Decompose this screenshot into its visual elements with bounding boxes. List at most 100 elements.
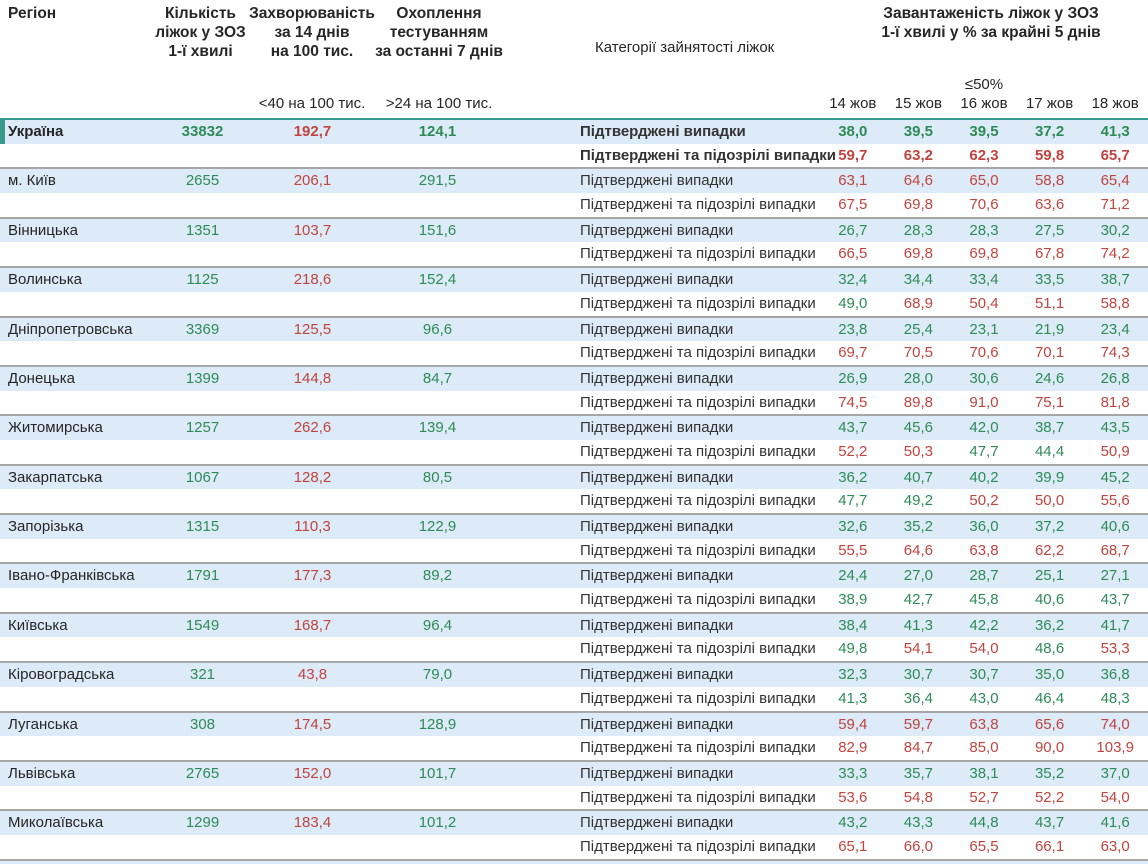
incidence-value: 183,4 xyxy=(293,814,332,832)
region-block: Донецька 1399 144,8 84,7 Підтверджені випадк… xyxy=(0,364,1148,415)
occupancy-value: 33,4 xyxy=(969,271,999,289)
occupancy-value: 36,2 xyxy=(838,468,868,486)
region-name: м. Київ xyxy=(8,172,56,190)
spacer xyxy=(505,489,580,513)
region-block: м. Київ 2655 206,1 291,5 Підтверджені випадк… xyxy=(0,167,1148,216)
occupancy-value: 30,7 xyxy=(903,666,933,684)
category-label: Підтверджені випадки xyxy=(580,814,734,832)
occupancy-value: 36,2 xyxy=(1034,616,1065,634)
category-label: Підтверджені випадки xyxy=(580,419,734,437)
region-name: Житомирська xyxy=(8,419,103,437)
col-header-load-line1: Завантаженість ліжок у ЗОЗ xyxy=(883,5,1099,22)
occupancy-value: 47,7 xyxy=(838,492,868,510)
col-header-region: Регіон xyxy=(8,5,57,22)
occupancy-value: 50,3 xyxy=(903,442,933,460)
spacer xyxy=(505,762,580,786)
incidence-value xyxy=(255,489,370,513)
testing-value xyxy=(370,193,505,217)
spacer xyxy=(505,318,580,342)
occupancy-value: 66,5 xyxy=(838,245,868,263)
incidence-value: 206,1 xyxy=(293,172,332,190)
table-row: Підтверджені та підозрілі випадки 49,0 68,… xyxy=(0,292,1148,316)
spacer xyxy=(505,539,580,563)
region-name xyxy=(0,144,150,168)
spacer xyxy=(505,120,580,144)
beds-value: 2765 xyxy=(185,764,220,782)
occupancy-value: 35,2 xyxy=(903,518,933,535)
incidence-value xyxy=(255,736,370,760)
occupancy-value: 30,2 xyxy=(1100,221,1130,239)
occupancy-value: 28,3 xyxy=(969,221,999,239)
occupancy-value: 27,0 xyxy=(903,567,933,585)
occupancy-value: 27,5 xyxy=(1034,221,1065,239)
category-label: Підтверджені та підозрілі випадки xyxy=(580,245,816,263)
category-label: Підтверджені та підозрілі випадки xyxy=(580,294,816,312)
occupancy-value: 43,0 xyxy=(969,689,999,707)
date-label: 17 жов xyxy=(1025,95,1074,112)
col-header-incidence-line2: за 14 днів xyxy=(274,24,350,41)
occupancy-value: 23,4 xyxy=(1100,320,1130,338)
category-label: Підтверджені та підозрілі випадки xyxy=(580,442,816,460)
spacer xyxy=(505,588,580,612)
testing-value xyxy=(370,786,505,810)
beds-value xyxy=(150,144,255,168)
testing-value: 101,7 xyxy=(418,764,457,782)
beds-value: 2655 xyxy=(185,172,220,190)
occupancy-value: 91,0 xyxy=(969,393,999,411)
incidence-value: 103,7 xyxy=(293,221,332,239)
col-header-testing-line2: тестуванням xyxy=(389,24,489,41)
testing-value xyxy=(370,242,505,266)
occupancy-value: 45,2 xyxy=(1100,468,1130,486)
category-label: Підтверджені випадки xyxy=(580,320,734,338)
incidence-value xyxy=(255,588,370,612)
beds-value xyxy=(150,440,255,464)
col-header-beds-line1: Кількість xyxy=(165,5,236,22)
occupancy-value: 49,8 xyxy=(838,640,868,658)
occupancy-value: 40,7 xyxy=(903,468,933,486)
occupancy-value: 53,6 xyxy=(838,788,868,806)
region-block: Київська 1549 168,7 96,4 Підтверджені випадк… xyxy=(0,611,1148,661)
beds-value: 1067 xyxy=(185,468,220,486)
col-header-testing-line3: за останні 7 днів xyxy=(375,43,503,60)
occupancy-value: 63,8 xyxy=(969,541,999,559)
incidence-value: 152,0 xyxy=(293,764,332,782)
region-block: Волинська 1125 218,6 152,4 Підтверджені випа… xyxy=(0,266,1148,315)
table-row: Підтверджені та підозрілі випадки 74,5 89,… xyxy=(0,391,1148,415)
region-name xyxy=(0,835,150,859)
occupancy-value: 65,0 xyxy=(969,172,999,190)
incidence-value xyxy=(255,341,370,365)
testing-value xyxy=(370,637,505,661)
spacer xyxy=(505,736,580,760)
incidence-value: 110,3 xyxy=(294,518,331,535)
occupancy-value: 35,7 xyxy=(903,764,933,782)
occupancy-value: 44,8 xyxy=(969,814,999,832)
category-label: Підтверджені та підозрілі випадки xyxy=(580,344,816,362)
region-name: Миколаївська xyxy=(8,814,104,832)
region-block: Івано-Франківська 1791 177,3 89,2 Підтвердже… xyxy=(0,562,1148,611)
occupancy-value: 42,7 xyxy=(903,591,933,609)
occupancy-value: 39,5 xyxy=(969,123,999,140)
occupancy-value: 84,7 xyxy=(903,739,933,757)
incidence-value: 262,6 xyxy=(293,419,332,437)
occupancy-value: 64,6 xyxy=(903,541,933,559)
beds-value xyxy=(150,391,255,415)
testing-value xyxy=(370,292,505,316)
occupancy-value: 55,5 xyxy=(838,541,868,559)
occupancy-value: 63,8 xyxy=(969,715,999,733)
region-name xyxy=(0,440,150,464)
testing-value xyxy=(370,144,505,168)
table-row: Підтверджені та підозрілі випадки 47,7 49,… xyxy=(0,489,1148,513)
occupancy-value: 65,4 xyxy=(1100,172,1130,190)
incidence-value xyxy=(255,835,370,859)
occupancy-value: 30,7 xyxy=(969,666,999,684)
region-name xyxy=(0,687,150,711)
date-label: 15 жов xyxy=(894,95,942,112)
spacer xyxy=(505,637,580,661)
incidence-value xyxy=(255,440,370,464)
category-label: Підтверджені та підозрілі випадки xyxy=(580,492,816,510)
table-row: Підтверджені та підозрілі випадки 59,7 63,… xyxy=(0,144,1148,168)
table-row: Підтверджені та підозрілі випадки 53,6 54,… xyxy=(0,786,1148,810)
occupancy-value: 47,7 xyxy=(969,442,999,460)
col-header-beds: Кількість ліжок у ЗОЗ 1-ї хвилі xyxy=(128,4,273,61)
col-header-beds-line3: 1-ї хвилі xyxy=(168,43,233,60)
